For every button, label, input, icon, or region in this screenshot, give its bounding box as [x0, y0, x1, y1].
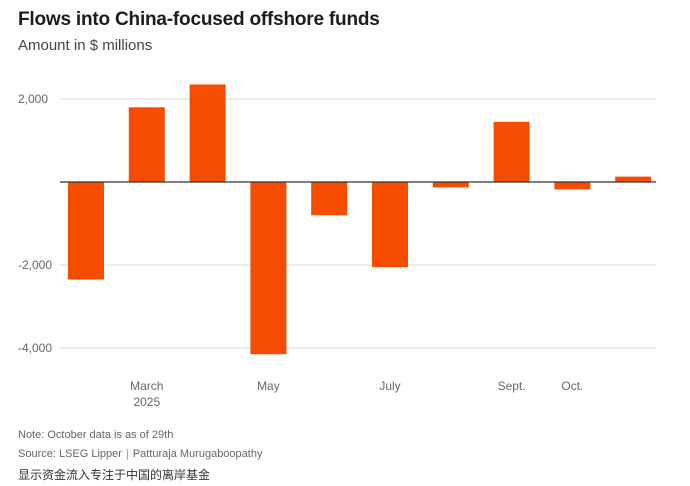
bar-nov-2025 [615, 176, 652, 182]
footnote: Note: October data is as of 29th [18, 429, 174, 441]
x-tick-label: July [379, 379, 400, 393]
chart-subtitle: Amount in $ millions [18, 37, 153, 54]
source-separator: | [125, 448, 129, 460]
bar-feb-2025 [68, 182, 104, 280]
y-tick-label: 2,000 [18, 92, 48, 106]
x-tick-label: Sept. [498, 379, 526, 393]
bar-jul-2025 [372, 182, 408, 268]
x-tick-label: Oct. [561, 379, 583, 393]
bar-apr-2025 [189, 84, 226, 182]
y-tick-label: -4,000 [18, 341, 52, 355]
chart-title: Flows into China-focused offshore funds [18, 9, 380, 30]
bar-mar-2025 [128, 107, 165, 182]
y-tick-label: -2,000 [18, 258, 52, 272]
bar-oct-2025 [554, 182, 591, 190]
x-tick-labels: March 2025 May July Sept. Oct. [130, 379, 583, 409]
bar-aug-2025 [432, 182, 469, 188]
bars [68, 84, 652, 355]
y-tick-labels: 2,000 -2,000 -4,000 [18, 92, 52, 355]
gridlines [60, 98, 656, 349]
source-text: Source: LSEG Lipper [18, 448, 122, 460]
bar-sep-2025 [493, 121, 530, 182]
bar-may-2025 [250, 182, 287, 355]
bar-jun-2025 [311, 182, 348, 216]
chinese-caption: 显示资金流入专注于中国的离岸基金 [18, 468, 211, 482]
author-text: Patturaja Murugaboopathy [132, 448, 263, 460]
x-tick-label: May [257, 379, 280, 393]
x-tick-sublabel: 2025 [133, 395, 160, 409]
source-line: Source: LSEG Lipper | Patturaja Murugaboop… [18, 448, 262, 460]
x-tick-label: March [130, 379, 163, 393]
